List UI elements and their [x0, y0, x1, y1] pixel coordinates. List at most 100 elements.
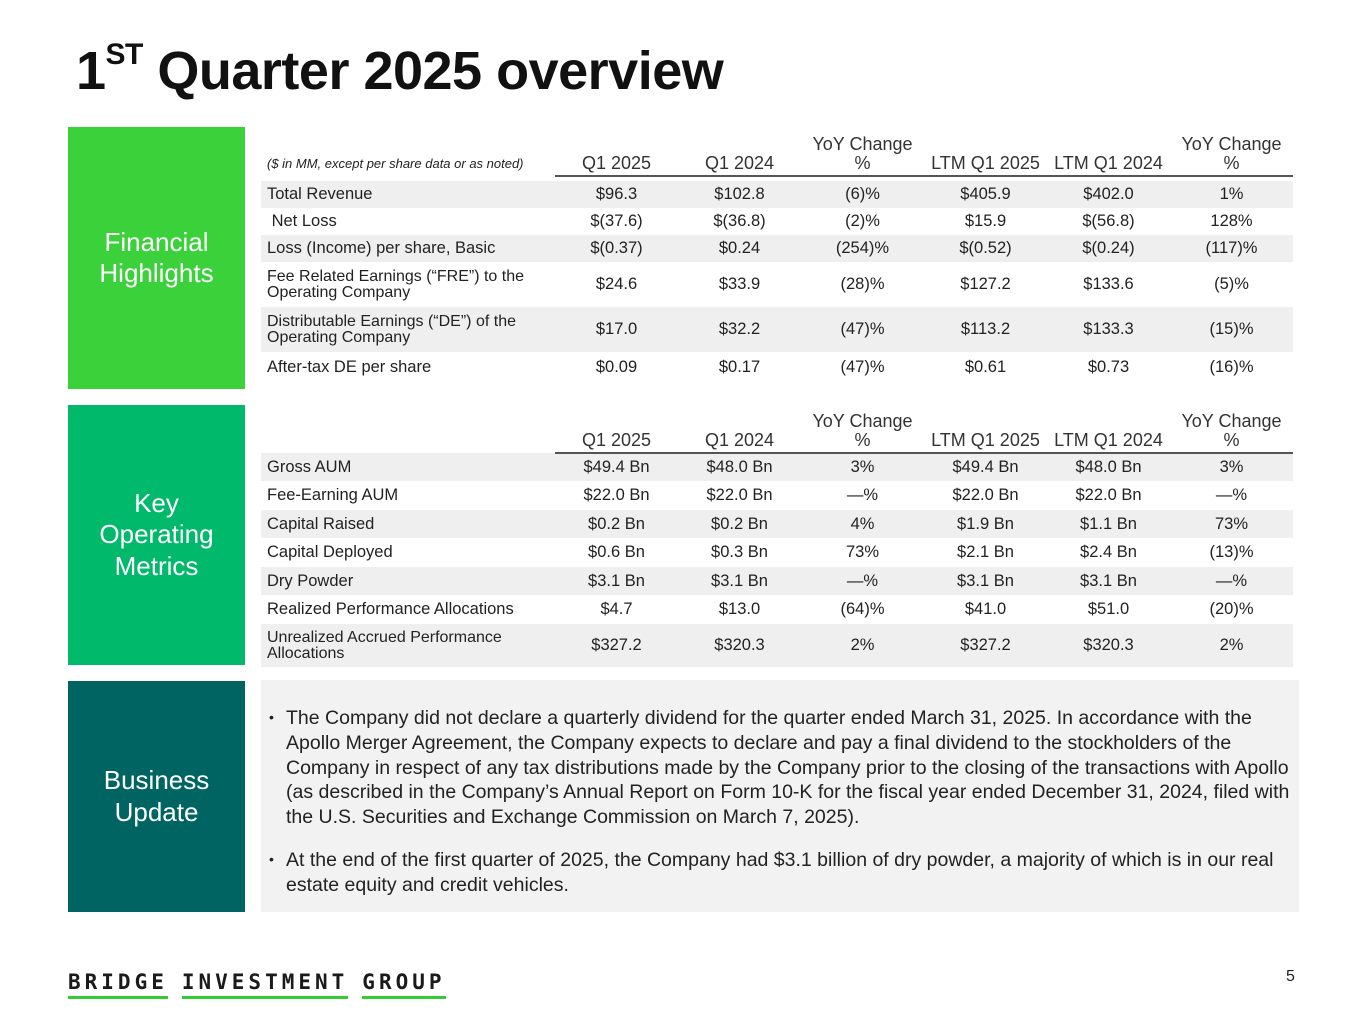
table-cell: (13)%	[1209, 543, 1254, 561]
table-cell: $33.9	[718, 275, 761, 293]
table-cell: $49.4 Bn	[555, 453, 678, 481]
table-cell: $320.3	[1047, 624, 1170, 667]
table-cell: 1%	[1170, 181, 1293, 208]
bullet-icon: •	[269, 709, 274, 725]
key-operating-metrics-label: Key Operating Metrics	[68, 405, 245, 665]
row-label: Gross AUM	[261, 453, 555, 481]
table-cell: $22.0 Bn	[583, 486, 650, 504]
table-cell: $133.6	[1083, 275, 1134, 293]
bullet-text: The Company did not declare a quarterly …	[286, 707, 1290, 828]
table-cell: $15.9	[964, 212, 1007, 230]
table-cell: (254)%	[801, 235, 924, 262]
table-cell: $0.24	[678, 235, 801, 262]
column-header: YoY Change %	[801, 407, 924, 454]
table-cell: —%	[1215, 486, 1248, 504]
table-cell: (28)%	[840, 275, 885, 293]
table-cell: $3.1 Bn	[555, 567, 678, 595]
table-cell: $(56.8)	[1082, 212, 1135, 230]
row-label: Unrealized Accrued Performance Allocatio…	[261, 624, 555, 667]
business-update-panel: • The Company did not declare a quarterl…	[261, 680, 1299, 912]
column-header: YoY Change %	[1170, 130, 1293, 177]
list-item: • The Company did not declare a quarterl…	[269, 706, 1299, 830]
column-header: YoY Change %	[1170, 407, 1293, 454]
column-header: LTM Q1 2025	[924, 130, 1047, 177]
table-cell: $48.0 Bn	[1047, 453, 1170, 481]
table-cell: $133.3	[1047, 307, 1170, 352]
row-label: Fee-Earning AUM	[267, 486, 399, 504]
row-label: Total Revenue	[261, 181, 555, 208]
table-cell: (16)%	[1209, 357, 1254, 376]
table-cell: $0.73	[1087, 357, 1130, 376]
table-cell: $24.6	[595, 275, 638, 293]
column-header: LTM Q1 2024	[1047, 130, 1170, 177]
table-cell: (20)%	[1209, 600, 1254, 618]
table-cell: 3%	[1170, 453, 1293, 481]
table-row: Realized Performance Allocations $4.7 $1…	[261, 595, 1293, 624]
list-item: • At the end of the first quarter of 202…	[269, 848, 1299, 898]
table-cell: (15)%	[1170, 307, 1293, 352]
row-label: After-tax DE per share	[267, 357, 432, 376]
row-label: Capital Deployed	[267, 543, 393, 561]
column-header: YoY Change %	[801, 130, 924, 177]
table-cell: 3%	[801, 453, 924, 481]
table-cell: $113.2	[924, 307, 1047, 352]
row-label: Dry Powder	[261, 567, 555, 595]
page-number: 5	[1286, 968, 1295, 985]
table-cell: $(37.6)	[590, 212, 643, 230]
row-label: Realized Performance Allocations	[267, 600, 514, 618]
table-row: Capital Deployed $0.6 Bn $0.3 Bn 73% $2.…	[261, 538, 1293, 567]
table-cell: $127.2	[960, 275, 1011, 293]
table-cell: $402.0	[1047, 181, 1170, 208]
table-cell: $0.2 Bn	[678, 510, 801, 538]
table-cell: $2.1 Bn	[957, 543, 1014, 561]
table-cell: $0.3 Bn	[711, 543, 768, 561]
table-cell: 73%	[845, 543, 880, 561]
row-label: Distributable Earnings (“DE”) of the Ope…	[261, 307, 555, 352]
table-row: After-tax DE per share $0.09 $0.17 (47)%…	[261, 352, 1293, 382]
table-row: Capital Raised $0.2 Bn $0.2 Bn 4% $1.9 B…	[261, 510, 1293, 538]
table-cell: $22.0 Bn	[952, 486, 1019, 504]
table-row: Unrealized Accrued Performance Allocatio…	[261, 624, 1293, 667]
financial-highlights-table: ($ in MM, except per share data or as no…	[261, 130, 1293, 382]
table-cell: (64)%	[840, 600, 885, 618]
table-cell: 4%	[801, 510, 924, 538]
table-row: Total Revenue $96.3 $102.8 (6)% $405.9 $…	[261, 181, 1293, 208]
row-label: Capital Raised	[261, 510, 555, 538]
business-update-label: Business Update	[68, 681, 245, 912]
table-cell: (47)%	[840, 357, 885, 376]
table-cell: (5)%	[1214, 275, 1249, 293]
table-row: Gross AUM $49.4 Bn $48.0 Bn 3% $49.4 Bn …	[261, 453, 1293, 481]
table-cell: $96.3	[555, 181, 678, 208]
column-header: LTM Q1 2024	[1047, 407, 1170, 454]
table-cell: $22.0 Bn	[706, 486, 773, 504]
table-cell: —%	[801, 567, 924, 595]
column-header: Q1 2025	[555, 130, 678, 177]
table-cell: $(0.52)	[924, 235, 1047, 262]
table-cell: $3.1 Bn	[1047, 567, 1170, 595]
table-cell: 2%	[1170, 624, 1293, 667]
financial-highlights-label: Financial Highlights	[68, 127, 245, 389]
table-cell: $22.0 Bn	[1075, 486, 1142, 504]
table-row: Dry Powder $3.1 Bn $3.1 Bn —% $3.1 Bn $3…	[261, 567, 1293, 595]
table-cell: 2%	[801, 624, 924, 667]
table-cell: $13.0	[718, 600, 761, 618]
key-operating-metrics-table: Q1 2025 Q1 2024 YoY Change % LTM Q1 2025…	[261, 407, 1293, 667]
table-cell: $3.1 Bn	[678, 567, 801, 595]
bullet-icon: •	[269, 850, 274, 867]
table-cell: $32.2	[678, 307, 801, 352]
table-cell: —%	[846, 486, 879, 504]
table-row: Fee-Earning AUM $22.0 Bn $22.0 Bn —% $22…	[261, 481, 1293, 510]
table-cell: $3.1 Bn	[924, 567, 1047, 595]
table-cell: $49.4 Bn	[924, 453, 1047, 481]
table-cell: $327.2	[924, 624, 1047, 667]
table-cell: $1.1 Bn	[1047, 510, 1170, 538]
row-label: Fee Related Earnings (“FRE”) to the Oper…	[267, 267, 524, 301]
table-cell: $(0.24)	[1047, 235, 1170, 262]
table-cell: $(36.8)	[713, 212, 766, 230]
table-cell: $41.0	[964, 600, 1007, 618]
table-cell: $4.7	[600, 600, 633, 618]
table-cell: (6)%	[801, 181, 924, 208]
table-row: Net Loss $(37.6) $(36.8) (2)% $15.9 $(56…	[261, 208, 1293, 235]
bridge-investment-group-logo: BRIDGE INVESTMENT GROUP	[68, 970, 446, 999]
table-cell: —%	[1170, 567, 1293, 595]
